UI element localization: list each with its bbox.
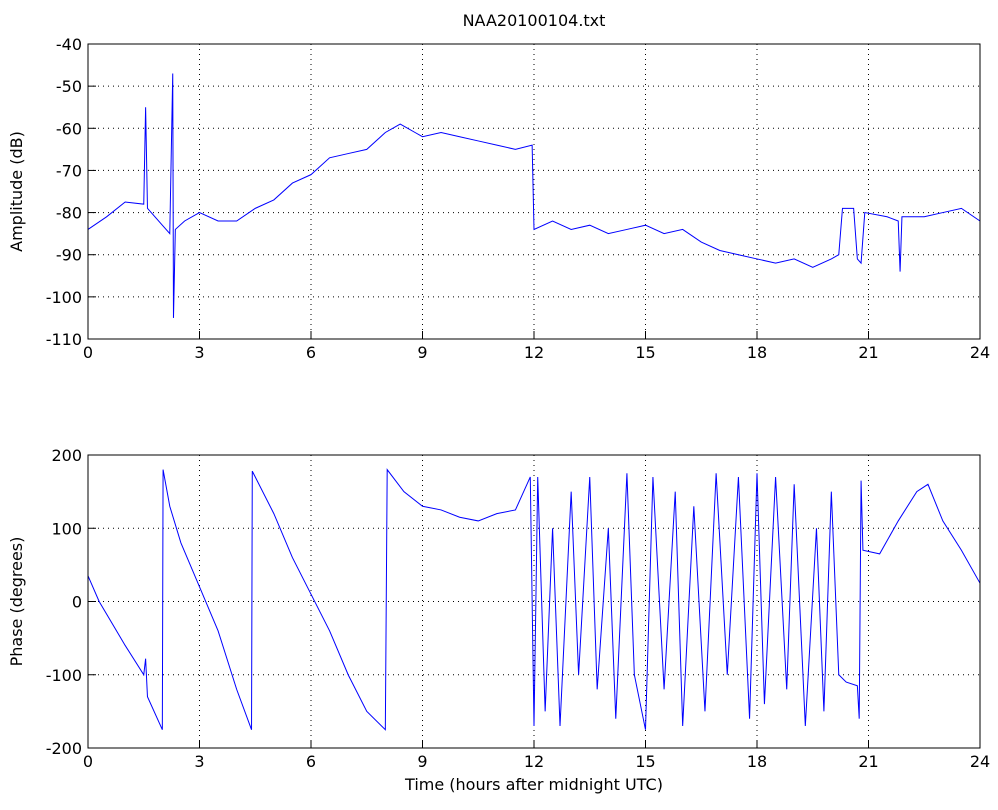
x-tick-label: 18 bbox=[747, 752, 767, 771]
y-axis-label: Amplitude (dB) bbox=[7, 131, 26, 252]
x-axis-label: Time (hours after midnight UTC) bbox=[404, 775, 663, 794]
x-tick-label: 6 bbox=[306, 343, 316, 362]
y-tick-label: 0 bbox=[72, 593, 82, 612]
x-tick-label: 15 bbox=[635, 752, 655, 771]
axes-frame bbox=[87, 43, 981, 340]
y-tick-label: -80 bbox=[56, 204, 82, 223]
y-tick-label: -50 bbox=[56, 77, 82, 96]
data-line bbox=[87, 73, 981, 318]
x-tick-label: 21 bbox=[858, 343, 878, 362]
x-tick-label: 9 bbox=[417, 343, 427, 362]
y-tick-label: -110 bbox=[46, 330, 82, 349]
x-tick-label: 24 bbox=[970, 343, 990, 362]
x-tick-label: 18 bbox=[747, 343, 767, 362]
x-tick-label: 3 bbox=[194, 752, 204, 771]
y-tick-label: -100 bbox=[46, 666, 82, 685]
y-tick-label: -60 bbox=[56, 119, 82, 138]
x-tick-label: 12 bbox=[524, 343, 544, 362]
x-tick-label: 3 bbox=[194, 343, 204, 362]
y-tick-label: -90 bbox=[56, 246, 82, 265]
y-tick-label: -200 bbox=[46, 739, 82, 758]
y-tick-label: 100 bbox=[51, 519, 82, 538]
y-tick-label: -70 bbox=[56, 161, 82, 180]
x-tick-label: 12 bbox=[524, 752, 544, 771]
y-tick-label: -100 bbox=[46, 288, 82, 307]
x-tick-label: 24 bbox=[970, 752, 990, 771]
x-tick-label: 0 bbox=[83, 752, 93, 771]
x-tick-label: 15 bbox=[635, 343, 655, 362]
axes-frame bbox=[87, 454, 981, 749]
x-tick-label: 21 bbox=[858, 752, 878, 771]
x-tick-label: 0 bbox=[83, 343, 93, 362]
data-line bbox=[87, 468, 981, 731]
chart-title: NAA20100104.txt bbox=[463, 11, 606, 30]
x-tick-label: 6 bbox=[306, 752, 316, 771]
y-tick-label: -40 bbox=[56, 35, 82, 54]
x-tick-label: 9 bbox=[417, 752, 427, 771]
y-axis-label: Phase (degrees) bbox=[7, 537, 26, 667]
y-tick-label: 200 bbox=[51, 446, 82, 465]
